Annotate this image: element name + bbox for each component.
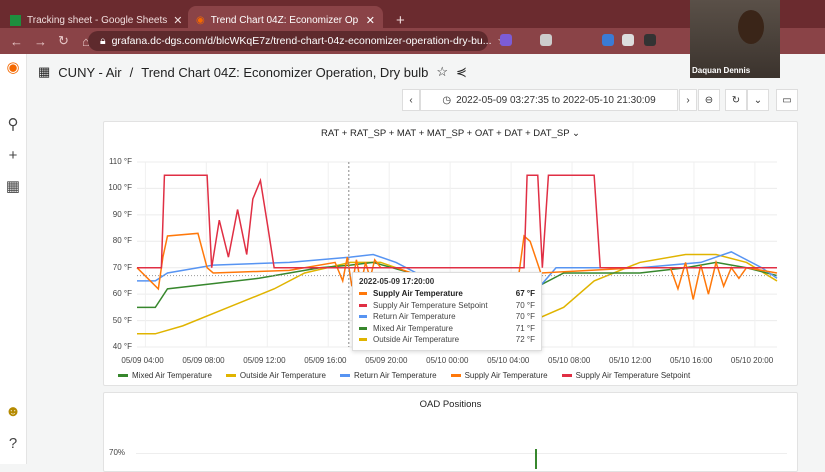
- x-tick-label: 05/09 12:00: [243, 356, 286, 365]
- grafana-icon: ◉: [196, 14, 205, 26]
- tooltip-row: Supply Air Temperature Setpoint 70 °F: [359, 300, 535, 312]
- share-icon[interactable]: ⋞: [456, 64, 467, 79]
- refresh-interval-dropdown[interactable]: ⌄: [747, 89, 769, 111]
- x-tick-label: 05/09 04:00: [121, 356, 164, 365]
- y-tick-label: 90 °F: [112, 209, 132, 219]
- legend-swatch: [561, 374, 572, 378]
- y-tick-label: 70 °F: [112, 262, 132, 272]
- url-input[interactable]: 🔒︎ grafana.dc-dgs.com/d/blcWKqE7z/trend-c…: [88, 31, 507, 51]
- legend-swatch: [118, 374, 128, 378]
- user-avatar-icon[interactable]: ☻: [5, 403, 21, 420]
- x-tick-label: 05/10 00:00: [426, 356, 469, 365]
- close-tab-icon[interactable]: ✕: [173, 14, 183, 27]
- folder-link[interactable]: CUNY - Air: [58, 64, 122, 80]
- lock-icon: 🔒︎: [100, 34, 106, 47]
- y-tick-label: 60 °F: [112, 289, 132, 299]
- chart-tooltip: 2022-05-09 17:20:00 Supply Air Temperatu…: [352, 272, 542, 351]
- tv-mode-button[interactable]: ▭: [776, 89, 798, 111]
- extension-icon[interactable]: [540, 34, 552, 46]
- tooltip-row: Mixed Air Temperature 71 °F: [359, 323, 535, 335]
- dashboards-icon: ▦: [38, 64, 51, 79]
- extension-icon[interactable]: [500, 34, 512, 46]
- legend-swatch: [225, 374, 236, 378]
- x-tick-label: 05/09 08:00: [182, 356, 225, 365]
- panel-title[interactable]: RAT + RAT_SP + MAT + MAT_SP + OAT + DAT …: [321, 128, 580, 139]
- x-tick-label: 05/10 12:00: [609, 356, 652, 365]
- tab-google-sheets[interactable]: Tracking sheet - Google Sheets ✕: [2, 6, 187, 34]
- search-icon[interactable]: ⚲: [7, 116, 19, 133]
- refresh-button[interactable]: ↻: [725, 89, 747, 111]
- panel-title[interactable]: OAD Positions: [419, 399, 482, 410]
- extension-icon[interactable]: [622, 34, 634, 46]
- zoom-out-button[interactable]: ⊖: [698, 89, 720, 111]
- star-icon[interactable]: ☆: [436, 64, 448, 79]
- legend-item[interactable]: Return Air Temperature: [340, 371, 437, 380]
- breadcrumb: ▦ CUNY - Air / Trend Chart 04Z: Economiz…: [38, 64, 467, 80]
- grafana-sidebar: ◉ ⚲ + ▦ ☻ ?: [0, 54, 27, 464]
- home-icon[interactable]: ⌂: [82, 33, 90, 49]
- extension-icon[interactable]: [602, 34, 614, 46]
- time-back-button[interactable]: ‹: [402, 89, 420, 111]
- chart-legend: Mixed Air Temperature Outside Air Tempera…: [118, 371, 690, 380]
- new-tab-button[interactable]: +: [396, 11, 405, 29]
- reload-icon[interactable]: ↻: [58, 33, 69, 48]
- plus-icon[interactable]: +: [8, 147, 18, 164]
- x-tick-label: 05/10 16:00: [669, 356, 713, 365]
- tooltip-row: Return Air Temperature 70 °F: [359, 311, 535, 323]
- y-tick-label: 80 °F: [112, 236, 132, 246]
- page-title: Trend Chart 04Z: Economizer Operation, D…: [141, 64, 429, 80]
- dashboards-icon[interactable]: ▦: [5, 178, 21, 195]
- time-forward-button[interactable]: ›: [679, 89, 697, 111]
- x-tick-label: 05/09 16:00: [304, 356, 347, 365]
- address-bar: ← → ↻ ⌂ 🔒︎ grafana.dc-dgs.com/d/blcWKqE7z…: [0, 28, 825, 54]
- legend-swatch: [340, 374, 351, 378]
- legend-item[interactable]: Mixed Air Temperature: [118, 371, 212, 380]
- legend-item[interactable]: Supply Air Temperature: [450, 371, 548, 380]
- legend-item[interactable]: Outside Air Temperature: [225, 371, 326, 380]
- forward-icon[interactable]: →: [34, 33, 47, 49]
- x-tick-label: 05/10 04:00: [487, 356, 530, 365]
- sheets-icon: [10, 14, 21, 26]
- webcam-video: Daquan Dennis: [690, 0, 780, 78]
- x-tick-label: 05/10 08:00: [548, 356, 591, 365]
- help-icon[interactable]: ?: [8, 435, 18, 452]
- tooltip-row: Supply Air Temperature 67 °F: [359, 288, 535, 300]
- clock-icon: ◷: [442, 94, 452, 106]
- oad-positions-panel: OAD Positions 70%: [103, 392, 798, 472]
- legend-item[interactable]: Supply Air Temperature Setpoint: [561, 371, 690, 380]
- y-tick-label: 110 °F: [108, 157, 132, 166]
- x-tick-label: 05/09 20:00: [365, 356, 408, 365]
- tooltip-row: Outside Air Temperature 72 °F: [359, 334, 535, 346]
- close-tab-icon[interactable]: ✕: [365, 14, 375, 27]
- back-icon[interactable]: ←: [10, 33, 23, 49]
- time-range-picker[interactable]: ◷ 2022-05-09 03:27:35 to 2022-05-10 21:30…: [420, 89, 678, 111]
- y-tick-label: 100 °F: [108, 183, 132, 193]
- extension-icon[interactable]: [644, 34, 656, 46]
- y-tick-label: 50 °F: [112, 315, 132, 325]
- y-tick-label: 40 °F: [112, 342, 132, 351]
- legend-swatch: [450, 374, 461, 378]
- y-tick-label: 70%: [109, 448, 126, 457]
- x-tick-label: 05/10 20:00: [730, 356, 774, 365]
- grafana-logo-icon[interactable]: ◉: [6, 59, 20, 76]
